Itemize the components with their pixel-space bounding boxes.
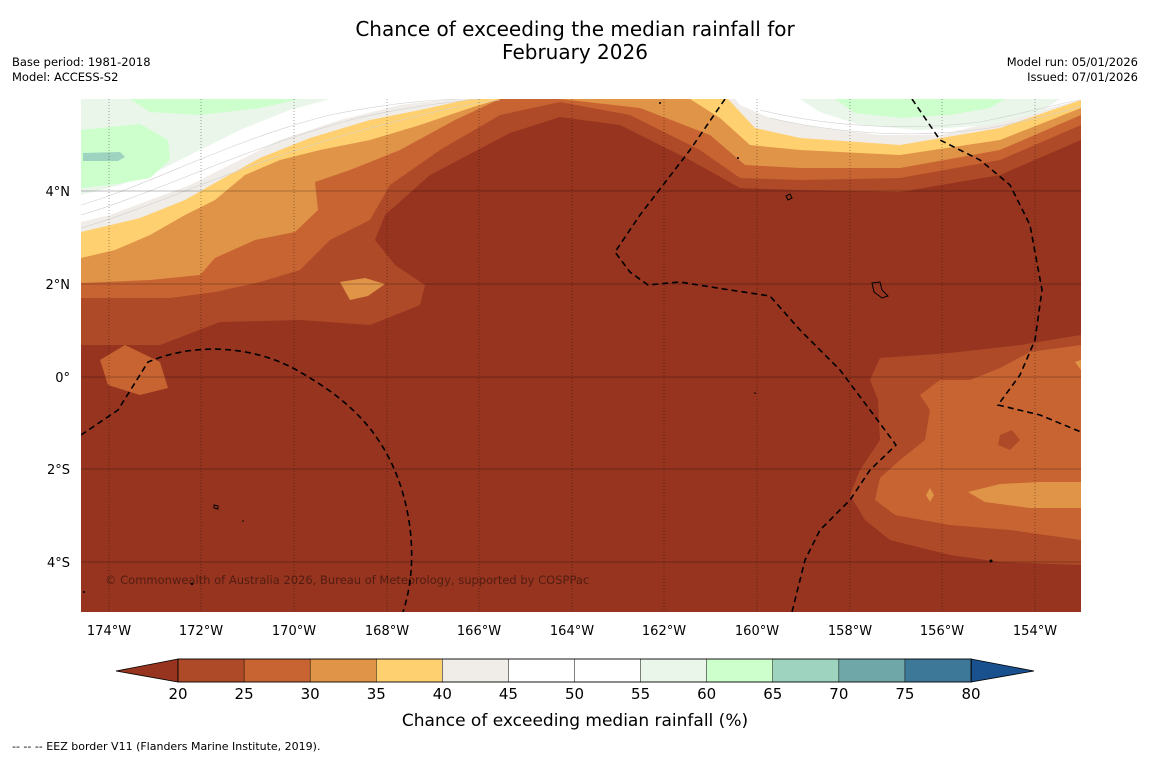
contour-lines xyxy=(81,99,1081,229)
eez-border-east xyxy=(911,99,1081,433)
eez-borders xyxy=(81,99,1081,612)
title-line-1: Chance of exceeding the median rainfall … xyxy=(355,17,795,41)
colorbar-tick-label: 25 xyxy=(235,685,254,703)
lon-label: 162°W xyxy=(642,624,686,639)
colorbar-tick-label: 40 xyxy=(433,685,452,703)
lat-labels: 4°N 2°N 0° 2°S 4°S xyxy=(46,185,71,571)
colorbar-tick-label: 65 xyxy=(763,685,782,703)
colorbar-segment xyxy=(376,658,444,683)
lon-label: 154°W xyxy=(1013,624,1057,639)
lon-label: 174°W xyxy=(87,624,131,639)
patch-30-35-central xyxy=(340,278,385,300)
patch-25-30-west xyxy=(100,345,168,395)
patch-60-65-ne xyxy=(835,99,1005,118)
colorbar-low-arrow xyxy=(115,658,179,683)
eez-footnote: -- -- -- EEZ border V11 (Flanders Marine… xyxy=(12,740,321,753)
lon-label: 168°W xyxy=(365,624,409,639)
lat-label: 0° xyxy=(55,371,70,386)
lon-label: 164°W xyxy=(550,624,594,639)
colorbar-segment xyxy=(904,658,972,683)
colorbar-segment xyxy=(177,658,245,683)
colorbar-segment xyxy=(309,658,377,683)
colorbar-segment xyxy=(243,658,311,683)
meta-left: Base period: 1981-2018 Model: ACCESS-S2 xyxy=(12,55,151,85)
colorbar-segment xyxy=(772,658,840,683)
band-30-35-southeast xyxy=(926,482,1081,508)
meta-right: Model run: 05/01/2026 Issued: 07/01/2026 xyxy=(1007,55,1138,85)
colorbar: 20 25 30 35 40 45 50 55 60 65 70 75 80 Chance of exc… xyxy=(115,658,1035,731)
patch-65-70-nw xyxy=(83,152,125,161)
base-period: Base period: 1981-2018 xyxy=(12,55,151,69)
model-run: Model run: 05/01/2026 xyxy=(1006,55,1138,69)
colorbar-segment xyxy=(706,658,774,683)
colorbar-tick-label: 80 xyxy=(961,685,980,703)
colorbar-tick-label: 45 xyxy=(499,685,518,703)
copyright-text: © Commonwealth of Australia 2026, Bureau… xyxy=(105,573,589,587)
colorbar-label: Chance of exceeding median rainfall (%) xyxy=(402,711,748,731)
colorbar-tick-label: 55 xyxy=(631,685,650,703)
lon-label: 166°W xyxy=(457,624,501,639)
lon-label: 156°W xyxy=(920,624,964,639)
colorbar-tick-label: 60 xyxy=(697,685,716,703)
colorbar-tick-label: 35 xyxy=(367,685,386,703)
colorbar-tick-label: 30 xyxy=(301,685,320,703)
colorbar-frame xyxy=(177,658,972,683)
band-40-45-north xyxy=(81,99,1081,232)
lon-labels: 174°W 172°W 170°W 168°W 166°W 164°W 162°… xyxy=(87,624,1057,639)
lon-label: 170°W xyxy=(272,624,316,639)
colorbar-high-arrow xyxy=(970,658,1035,683)
lon-label: 160°W xyxy=(735,624,779,639)
issued-date: Issued: 07/01/2026 xyxy=(1027,70,1138,84)
colorbar-tick-label: 70 xyxy=(829,685,848,703)
lat-label: 4°S xyxy=(47,556,70,571)
patch-20-25-island-east xyxy=(998,430,1020,450)
gridlines xyxy=(81,99,1081,612)
island-dots xyxy=(83,102,993,593)
patch-60-65-nw xyxy=(81,99,300,188)
lat-label: 2°S xyxy=(47,463,70,478)
lat-label: 4°N xyxy=(46,185,71,200)
colorbar-tick-label: 75 xyxy=(895,685,914,703)
eez-border-central xyxy=(614,99,898,612)
lat-label: 2°N xyxy=(46,278,71,293)
colorbar-segment xyxy=(838,658,906,683)
lon-label: 172°W xyxy=(179,624,223,639)
colorbar-segment xyxy=(640,658,708,683)
title-line-2: February 2026 xyxy=(502,40,648,64)
colorbar-segment xyxy=(442,658,510,683)
map-title: Chance of exceeding the median rainfall … xyxy=(0,18,1150,64)
model-name: Model: ACCESS-S2 xyxy=(12,70,119,84)
colorbar-tick-label: 50 xyxy=(565,685,584,703)
colorbar-segment xyxy=(508,658,576,683)
colorbar-segment xyxy=(574,658,642,683)
colorbar-ticks: 20 25 30 35 40 45 50 55 60 65 70 75 80 xyxy=(168,685,980,703)
map-area: © Commonwealth of Australia 2026, Bureau… xyxy=(81,99,1081,612)
colorbar-segments xyxy=(177,658,972,683)
lon-label: 158°W xyxy=(828,624,872,639)
eez-border-west xyxy=(81,348,413,612)
islands xyxy=(213,193,889,510)
colorbar-tick-label: 20 xyxy=(168,685,187,703)
patch-30-35-east-edge xyxy=(1075,360,1081,370)
